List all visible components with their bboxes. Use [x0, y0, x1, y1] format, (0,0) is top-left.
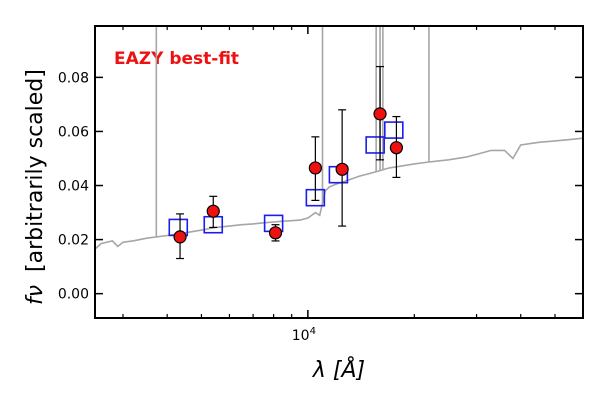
- observed-point: [389, 141, 404, 155]
- y-tick-label: 0.00: [58, 287, 89, 303]
- plot-area: [95, 26, 583, 260]
- y-tick-label: 0.04: [58, 179, 89, 195]
- ylabel-symbol: fν: [23, 285, 48, 305]
- ylabel-text: [arbitrarily scaled]: [23, 69, 48, 272]
- observed-point: [308, 161, 322, 175]
- model-square-point: [384, 121, 404, 139]
- observed-point: [373, 107, 387, 121]
- observed-point: [206, 204, 220, 218]
- y-tick-label: 0.06: [58, 124, 89, 140]
- xlabel: λ [Å]: [312, 356, 365, 383]
- x-tick-label-exponent: 4: [310, 326, 316, 337]
- x-tick-label: 104: [292, 326, 316, 344]
- observed-point: [335, 162, 349, 176]
- observed-point: [268, 226, 283, 240]
- observed-point: [173, 230, 187, 244]
- y-tick-label: 0.08: [58, 70, 89, 86]
- y-tick-label: 0.02: [58, 233, 89, 249]
- plot-frame: [94, 25, 584, 319]
- sed-line: [95, 137, 583, 250]
- model-square-point: [365, 136, 385, 154]
- annotation-eazy-best-fit: EAZY best-fit: [114, 49, 239, 69]
